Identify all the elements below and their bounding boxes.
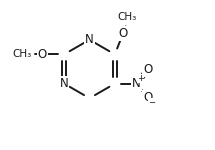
Text: O: O (38, 48, 47, 61)
Text: N: N (85, 33, 94, 46)
Text: CH₃: CH₃ (117, 12, 137, 22)
Text: CH₃: CH₃ (12, 49, 31, 59)
Text: N: N (60, 77, 69, 90)
Text: N: N (132, 77, 141, 90)
Text: O: O (143, 91, 152, 104)
Text: −: − (149, 98, 156, 107)
Text: O: O (118, 27, 128, 40)
Text: +: + (137, 74, 144, 83)
Text: O: O (143, 63, 152, 76)
